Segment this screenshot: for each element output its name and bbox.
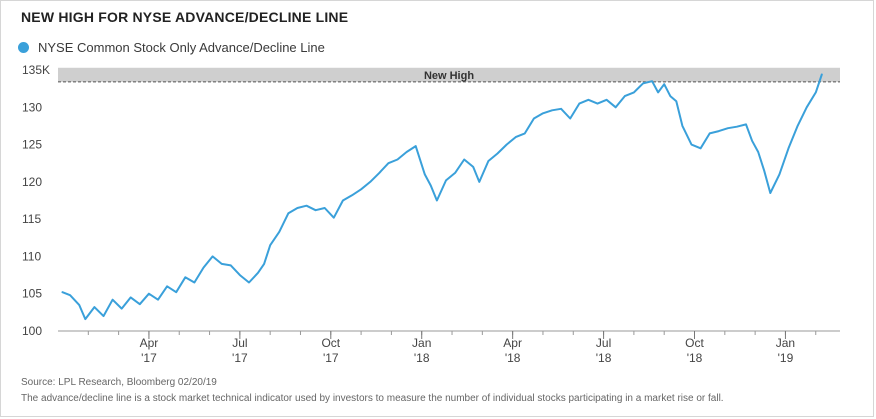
x-tick-label-month: Oct bbox=[321, 336, 340, 350]
x-tick-label-year: '19 bbox=[778, 351, 794, 365]
x-tick-label-year: '18 bbox=[414, 351, 430, 365]
y-tick-label: 135K bbox=[22, 63, 50, 77]
y-tick-label: 115 bbox=[22, 212, 41, 226]
x-tick-label-year: '17 bbox=[232, 351, 248, 365]
x-tick-label-month: Jul bbox=[232, 336, 247, 350]
legend: NYSE Common Stock Only Advance/Decline L… bbox=[18, 40, 325, 55]
series-line bbox=[61, 73, 823, 321]
source-note: Source: LPL Research, Bloomberg 02/20/19 bbox=[21, 377, 217, 388]
x-tick-label-year: '18 bbox=[687, 351, 703, 365]
y-tick-label: 110 bbox=[22, 249, 41, 263]
y-tick-label: 100 bbox=[22, 324, 42, 338]
y-axis: 100 105 110 115 120 125 130 135K bbox=[22, 63, 50, 338]
legend-swatch bbox=[18, 42, 29, 53]
x-tick-label-year: '18 bbox=[596, 351, 612, 365]
y-tick-label: 120 bbox=[22, 175, 42, 189]
new-high-band bbox=[58, 67, 840, 82]
y-tick-label: 130 bbox=[22, 100, 42, 114]
y-tick-label: 125 bbox=[22, 138, 42, 152]
legend-label: NYSE Common Stock Only Advance/Decline L… bbox=[38, 40, 325, 55]
x-tick-label-month: Apr bbox=[140, 336, 159, 350]
x-tick-label-year: '17 bbox=[141, 351, 157, 365]
x-tick-label-month: Jul bbox=[596, 336, 611, 350]
x-tick-label-month: Apr bbox=[503, 336, 522, 350]
new-high-label: New High bbox=[424, 70, 474, 82]
x-tick-label-month: Jan bbox=[412, 336, 431, 350]
series-layer bbox=[61, 73, 823, 321]
x-tick-label-month: Oct bbox=[685, 336, 704, 350]
x-tick-label-month: Jan bbox=[776, 336, 795, 350]
x-axis: Apr'17Jul'17Oct'17Jan'18Apr'18Jul'18Oct'… bbox=[58, 330, 840, 365]
footnote: The advance/decline line is a stock mark… bbox=[21, 393, 724, 404]
y-tick-label: 105 bbox=[22, 287, 42, 301]
new-high-band-layer: New High bbox=[58, 67, 840, 83]
x-tick-label-year: '18 bbox=[505, 351, 521, 365]
x-tick-label-year: '17 bbox=[323, 351, 339, 365]
chart-title: NEW HIGH FOR NYSE ADVANCE/DECLINE LINE bbox=[21, 9, 349, 25]
